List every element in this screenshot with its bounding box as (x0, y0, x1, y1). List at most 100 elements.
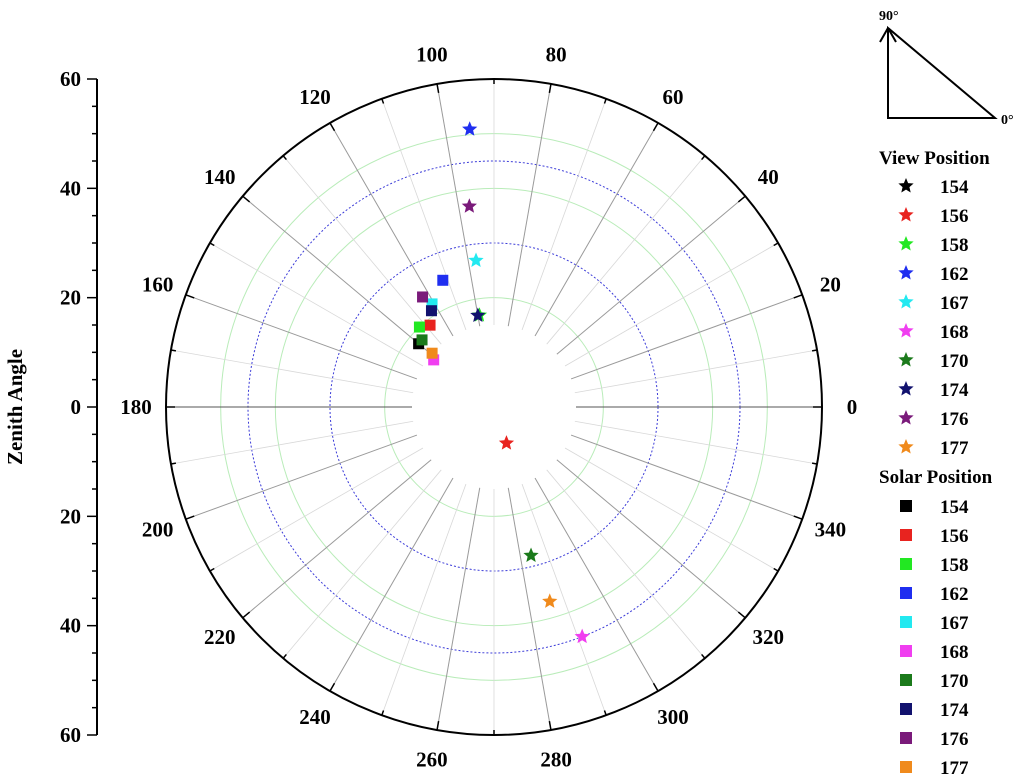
outer-tick (793, 294, 803, 299)
outer-tick (209, 242, 215, 247)
radial-tick-label: 60 (60, 67, 81, 91)
legend-label-170: 170 (940, 671, 969, 692)
spoke-minor (209, 242, 424, 367)
spoke-major (242, 459, 432, 619)
legend-label-158: 158 (940, 555, 969, 576)
radial-tick-label: 60 (60, 723, 81, 747)
legend-star-177 (898, 439, 914, 454)
outer-tick (242, 195, 251, 203)
outer-tick (701, 653, 706, 659)
radial-axis-title: Zenith Angle (3, 349, 27, 465)
spoke-major (534, 122, 659, 337)
legend-label-167: 167 (940, 293, 969, 314)
spoke-major (507, 83, 552, 327)
angle-tick-label-200: 200 (142, 517, 174, 541)
polar-grid (165, 78, 823, 736)
view-position-star-168 (574, 628, 590, 644)
legend-square-162 (900, 587, 912, 599)
outer-tick (811, 349, 818, 352)
legend-label-177: 177 (940, 758, 969, 779)
outer-tick (381, 710, 385, 716)
view-position-star-170 (523, 547, 539, 562)
legend-label-177: 177 (940, 438, 969, 459)
angle-tick-label-280: 280 (540, 748, 572, 772)
spoke-minor (546, 469, 706, 659)
angle-tick-label-300: 300 (657, 705, 689, 729)
spoke-major (534, 477, 659, 692)
solar-position-square-176 (417, 291, 429, 303)
legend-label-156: 156 (940, 526, 969, 547)
legend-label-154: 154 (940, 497, 969, 518)
legend-square-177 (900, 761, 912, 773)
legend-star-154 (898, 178, 914, 193)
inset-triangle (887, 25, 998, 119)
outer-tick (793, 515, 803, 520)
angle-tick-label-160: 160 (142, 273, 174, 297)
legend-square-154 (900, 500, 912, 512)
angle-tick-label-80: 80 (546, 42, 567, 66)
view-position-star-167 (468, 252, 484, 267)
solar-position-square-156 (424, 319, 436, 331)
view-position-star-162 (462, 121, 478, 136)
outer-tick (170, 349, 177, 352)
outer-tick (773, 567, 779, 572)
spoke-major (507, 487, 552, 731)
inset-label-0: 0° (1001, 113, 1014, 128)
spoke-minor (381, 98, 467, 331)
view-position-star-156 (498, 435, 515, 450)
data-points (413, 121, 590, 644)
legend-star-167 (898, 294, 914, 309)
legend-title-solar-position: Solar Position (879, 467, 993, 488)
legend-label-167: 167 (940, 613, 969, 634)
legend-star-170 (898, 352, 914, 367)
outer-tick (652, 122, 659, 132)
legend-label-174: 174 (940, 380, 969, 401)
angle-tick-label-340: 340 (815, 517, 847, 541)
legend-label-158: 158 (940, 235, 969, 256)
outer-tick (185, 515, 195, 520)
spoke-minor (282, 469, 442, 659)
outer-tick (436, 721, 440, 731)
spoke-major (436, 487, 481, 731)
solar-position-square-162 (437, 274, 449, 286)
outer-tick (548, 721, 552, 731)
radial-axis: Zenith Angle 60 40 20 0 20 40 60 (3, 67, 98, 747)
legend-star-168 (898, 323, 914, 338)
legend-label-162: 162 (940, 264, 969, 285)
solar-position-square-168 (428, 354, 440, 366)
legend-star-158 (898, 236, 914, 251)
solar-position-square-174 (425, 305, 437, 317)
legend-label-162: 162 (940, 584, 969, 605)
legend-label-168: 168 (940, 322, 969, 343)
spoke-major (329, 477, 454, 692)
outer-tick (603, 98, 607, 104)
spoke-minor (170, 349, 414, 394)
outer-tick (773, 242, 779, 247)
legend-label-168: 168 (940, 642, 969, 663)
spoke-minor (170, 420, 414, 465)
spoke-major (556, 195, 746, 355)
solar-position-square-177 (426, 347, 438, 359)
angle-tick-label-140: 140 (204, 165, 236, 189)
outer-tick (548, 83, 552, 93)
spoke-minor (564, 242, 779, 367)
legend-square-158 (900, 558, 912, 570)
legend-label-156: 156 (940, 206, 969, 227)
legend-square-167 (900, 616, 912, 628)
spoke-major (185, 434, 418, 520)
inner-blank-disc (412, 325, 576, 489)
radial-tick-label: 0 (71, 395, 82, 419)
spoke-major (570, 434, 803, 520)
radial-tick-label: 20 (60, 286, 81, 310)
inset-label-90: 90° (879, 9, 899, 24)
spoke-minor (282, 155, 442, 345)
legend-star-174 (898, 381, 914, 396)
spoke-major (570, 294, 803, 380)
angle-tick-label-120: 120 (299, 85, 331, 109)
angular-axis-labels: 0 20 40 60 80 100 120 140 160 180 200 220 240 260 280 3… (120, 42, 857, 771)
angle-tick-label-40: 40 (758, 165, 779, 189)
legend-square-156 (900, 529, 912, 541)
outer-tick (282, 155, 287, 161)
angle-tick-label-180: 180 (120, 395, 152, 419)
outer-tick (282, 653, 287, 659)
